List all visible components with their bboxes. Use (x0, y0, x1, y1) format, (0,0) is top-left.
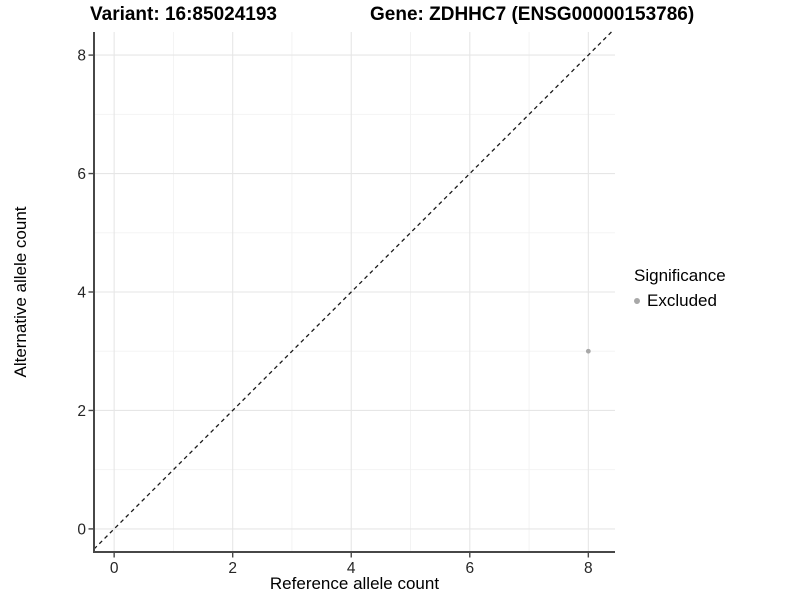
x-tick-label: 0 (110, 560, 119, 577)
identity-line (93, 31, 612, 550)
y-tick-label: 2 (77, 403, 86, 420)
y-tick-label: 4 (77, 285, 86, 302)
legend-item-label: Excluded (647, 291, 717, 310)
x-axis-label: Reference allele count (269, 574, 440, 593)
excluded-point-icon (634, 298, 640, 304)
x-tick-label: 4 (347, 560, 356, 577)
data-point (585, 348, 591, 354)
x-tick-label: 2 (228, 560, 237, 577)
gene-title: Gene: ZDHHC7 (ENSG00000153786) (370, 4, 695, 25)
x-tick-label: 8 (584, 560, 593, 577)
y-axis-label: Alternative allele count (11, 206, 30, 378)
legend-title: Significance (634, 266, 726, 285)
y-tick-label: 0 (77, 521, 86, 538)
y-tick-label: 8 (77, 48, 86, 65)
y-tick-label: 6 (77, 166, 86, 183)
x-tick-label: 6 (465, 560, 474, 577)
variant-title: Variant: 16:85024193 (90, 4, 277, 25)
legend: Significance Excluded (634, 266, 726, 311)
legend-item-excluded: Excluded (634, 291, 726, 311)
